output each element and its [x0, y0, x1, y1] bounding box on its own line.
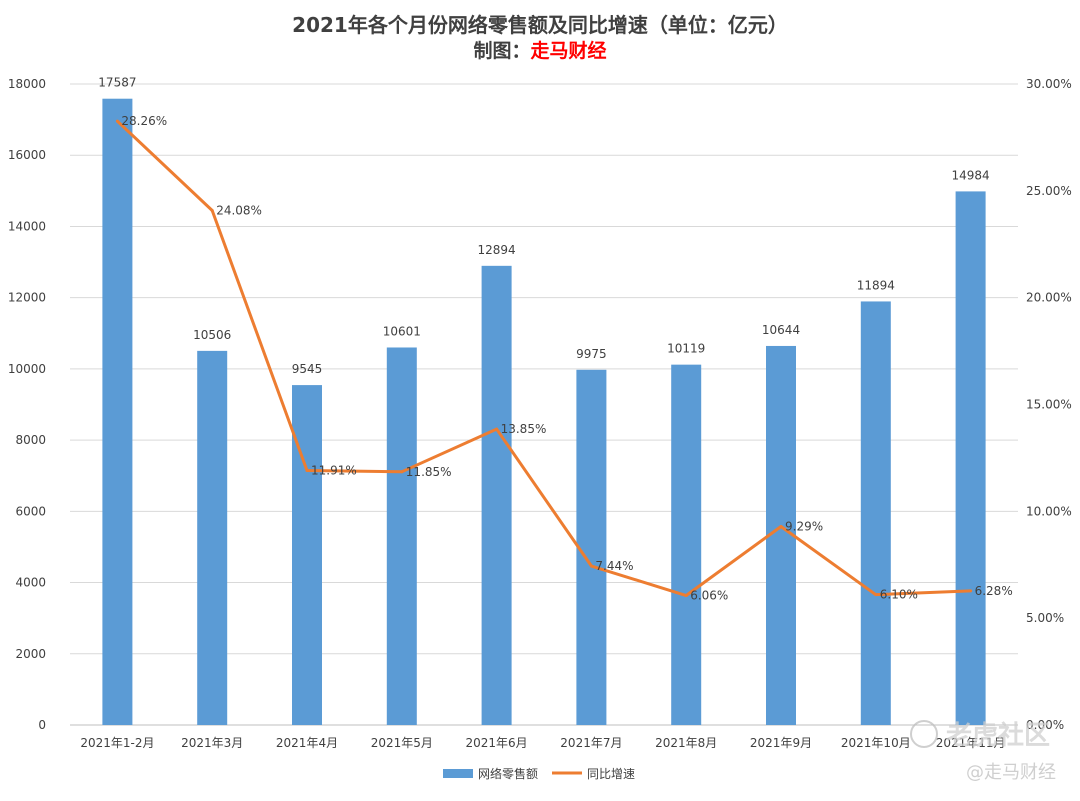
line-point — [115, 119, 119, 123]
line-point — [305, 469, 309, 473]
line-point — [969, 589, 973, 593]
line-data-label: 11.91% — [311, 464, 357, 478]
left-axis-tick-label: 10000 — [8, 362, 46, 376]
right-axis-tick-label: 20.00% — [1026, 291, 1072, 305]
bar-data-label: 10119 — [667, 342, 705, 356]
grid-layer — [70, 83, 1018, 655]
chart-subtitle: 制图：走马财经 — [473, 39, 606, 62]
watermark-sub: @走马财经 — [966, 762, 1056, 783]
line-data-label: 28.26% — [121, 114, 167, 128]
left-axis-tick-label: 6000 — [15, 504, 46, 518]
line-point — [589, 564, 593, 568]
right-axis-tick-label: 30.00% — [1026, 77, 1072, 91]
bar-data-label: 14984 — [952, 168, 990, 182]
line-point — [874, 593, 878, 597]
legend: 网络零售额 同比增速 — [443, 766, 635, 781]
legend-label-bar: 网络零售额 — [478, 766, 538, 781]
line-data-label: 13.85% — [501, 422, 547, 436]
bar-data-label: 11894 — [857, 278, 895, 292]
left-axis-tick-label: 4000 — [15, 576, 46, 590]
x-axis-tick-label: 2021年4月 — [276, 736, 338, 750]
subtitle-brand: 走马财经 — [531, 39, 607, 62]
bar-data-label: 10506 — [193, 328, 231, 342]
bar — [102, 98, 133, 725]
bar-data-label: 10644 — [762, 323, 800, 337]
line-data-label: 9.29% — [785, 520, 823, 534]
legend-swatch-bar — [443, 769, 473, 778]
x-axis-tick-label: 2021年10月 — [841, 736, 911, 750]
bar — [860, 301, 891, 725]
bar — [386, 347, 417, 725]
x-axis-tick-label: 2021年3月 — [181, 736, 243, 750]
bar — [197, 350, 228, 725]
left-axis-tick-label: 14000 — [8, 219, 46, 233]
line-layer — [115, 119, 973, 598]
legend-label-line: 同比增速 — [587, 767, 635, 781]
left-axis-tick-label: 2000 — [15, 647, 46, 661]
line-point — [210, 208, 214, 212]
bar — [292, 385, 322, 725]
left-axis-tick-label: 8000 — [15, 433, 46, 447]
x-axis-tick-label: 2021年11月 — [936, 736, 1006, 750]
x-axis-tick-label: 2021年8月 — [655, 736, 717, 750]
bar-layer — [102, 98, 986, 726]
line-point — [400, 470, 404, 474]
line-data-label: 11.85% — [406, 465, 452, 479]
growth-line — [116, 120, 971, 598]
bar-data-label: 17587 — [98, 76, 136, 90]
bar-data-label: 12894 — [478, 243, 516, 257]
left-axis-tick-label: 16000 — [8, 148, 46, 162]
line-data-label: 6.10% — [880, 588, 918, 602]
watermark-main: 老虎社区 — [946, 720, 1050, 751]
line-data-label: 24.08% — [216, 203, 262, 217]
right-axis-tick-label: 10.00% — [1026, 504, 1072, 518]
axis-layer: 0 2000 4000 6000 8000 10000 12000 14000 16000 180… — [8, 77, 1072, 750]
chart-title: 2021年各个月份网络零售额及同比增速（单位：亿元） — [292, 13, 788, 37]
x-axis-tick-label: 2021年5月 — [371, 736, 433, 750]
left-axis-tick-label: 0 — [38, 718, 46, 732]
line-data-label: 6.28% — [975, 584, 1013, 598]
right-axis-tick-label: 0.00% — [1026, 718, 1064, 732]
bar — [576, 369, 607, 725]
x-axis-tick-label: 2021年7月 — [560, 736, 622, 750]
watermark: 老虎社区 @走马财经 — [910, 720, 1056, 783]
subtitle-prefix: 制图： — [473, 39, 530, 62]
bar — [481, 265, 512, 725]
watermark-logo-icon — [910, 720, 938, 748]
bar-data-label: 9545 — [292, 362, 323, 376]
line-data-label: 7.44% — [595, 559, 633, 573]
left-axis-tick-label: 12000 — [8, 291, 46, 305]
line-point — [684, 594, 688, 598]
bar-data-label: 10601 — [383, 324, 421, 338]
label-layer: 17587 10506 9545 10601 12894 9975 10119 10644 11… — [98, 76, 1012, 603]
bar — [955, 191, 986, 726]
line-point — [495, 427, 499, 431]
bar-data-label: 9975 — [576, 347, 607, 361]
right-axis-tick-label: 25.00% — [1026, 184, 1072, 198]
bar — [671, 364, 702, 725]
right-axis-tick-label: 15.00% — [1026, 398, 1072, 412]
right-axis-tick-label: 5.00% — [1026, 611, 1064, 625]
line-point — [779, 525, 783, 529]
left-axis-tick-label: 18000 — [8, 77, 46, 91]
x-axis-tick-label: 2021年6月 — [466, 736, 528, 750]
x-axis-tick-label: 2021年1-2月 — [80, 736, 154, 750]
x-axis-tick-label: 2021年9月 — [750, 736, 812, 750]
line-data-label: 6.06% — [690, 589, 728, 603]
